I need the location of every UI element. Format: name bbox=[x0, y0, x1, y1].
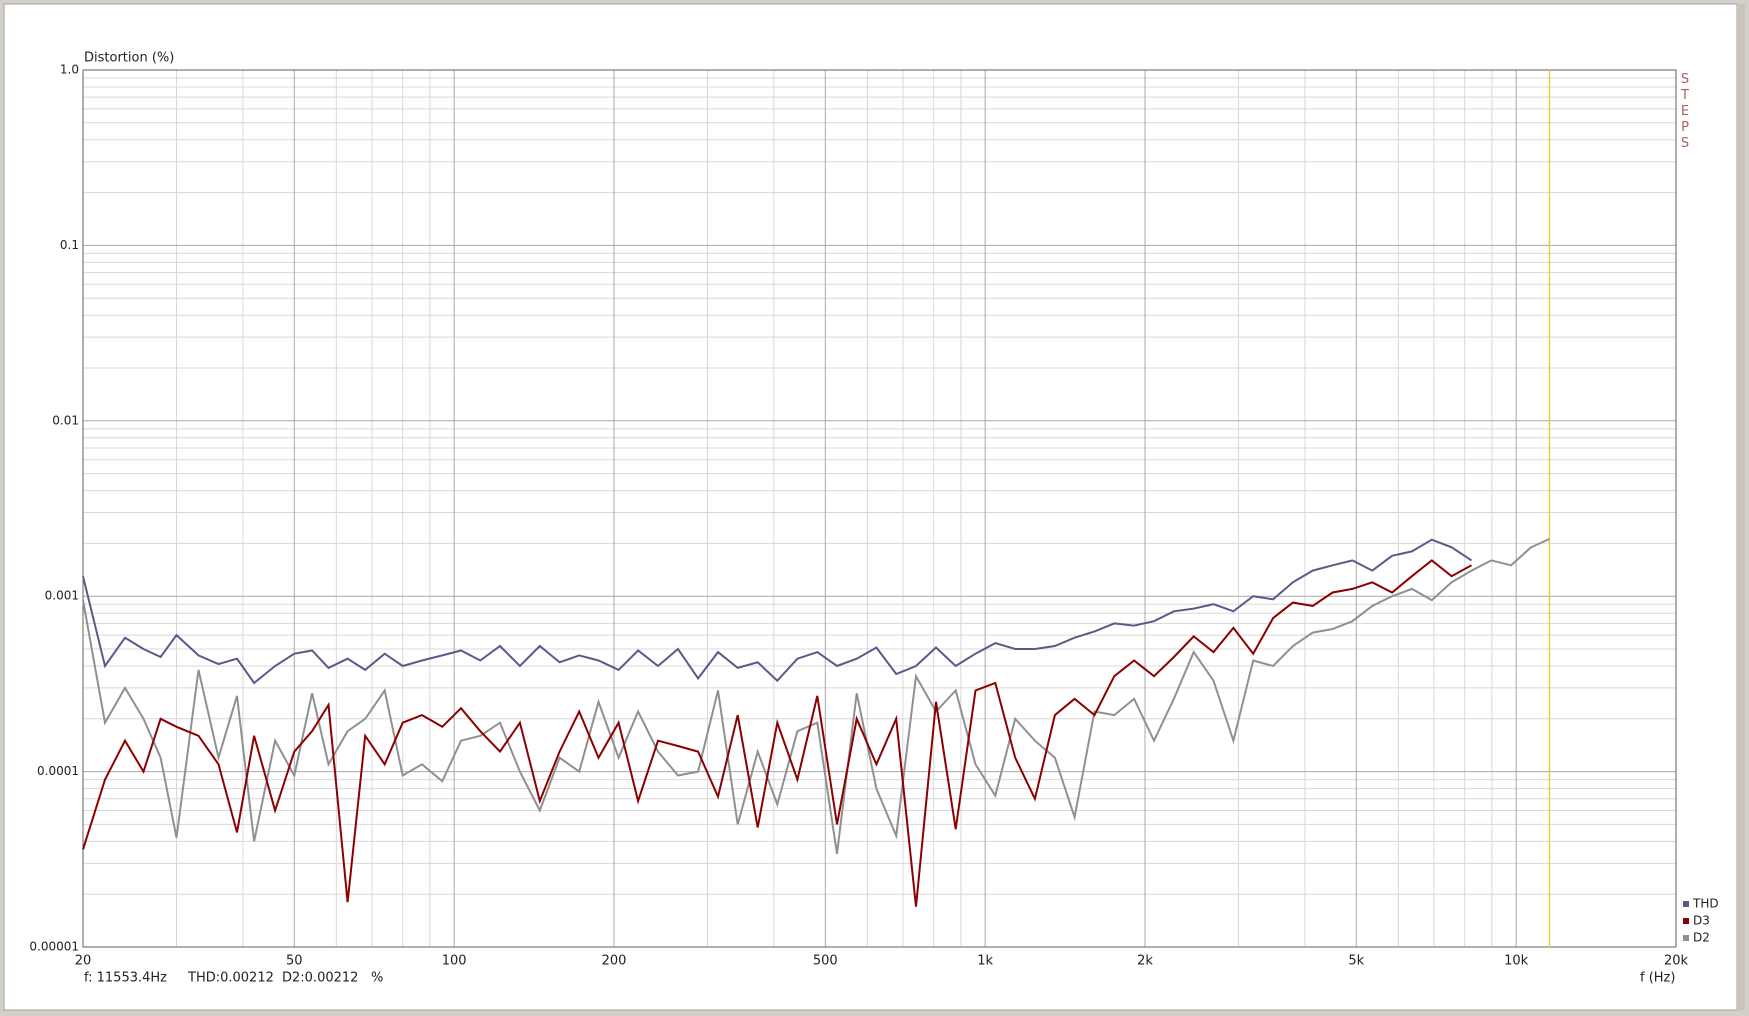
window-edge bbox=[1737, 4, 1745, 1010]
status-thd: THD:0.00212 bbox=[187, 971, 274, 986]
plot-frame bbox=[82, 69, 1677, 948]
y-tick-label: 0.01 bbox=[52, 413, 79, 427]
legend-swatch bbox=[1683, 901, 1689, 907]
x-tick-label: 50 bbox=[286, 954, 303, 969]
legend-label: D2 bbox=[1693, 931, 1710, 945]
x-tick-label: 10k bbox=[1504, 954, 1529, 969]
series-line bbox=[82, 538, 1473, 685]
y-tick-label: 0.1 bbox=[60, 238, 79, 252]
legend-label: D3 bbox=[1693, 914, 1710, 928]
legend-swatch bbox=[1683, 918, 1689, 924]
y-tick-label: 1.0 bbox=[60, 63, 79, 77]
status-d2: D2:0.00212 bbox=[282, 971, 358, 986]
y-axis-title: Distortion (%) bbox=[84, 51, 174, 66]
x-tick-label: 5k bbox=[1348, 954, 1364, 969]
x-tick-label: 20 bbox=[75, 954, 92, 969]
window-panel bbox=[3, 3, 1738, 1011]
series-line bbox=[82, 538, 1550, 854]
legend-swatch bbox=[1683, 935, 1689, 941]
x-tick-label: 500 bbox=[813, 954, 838, 969]
x-tick-label: 20k bbox=[1664, 954, 1689, 969]
x-tick-label: 2k bbox=[1137, 954, 1153, 969]
status-unit: % bbox=[371, 971, 383, 986]
x-tick-label: 200 bbox=[602, 954, 627, 969]
y-tick-label: 0.0001 bbox=[37, 764, 79, 778]
legend-label: THD bbox=[1692, 897, 1719, 911]
status-freq: f: 11553.4Hz bbox=[84, 971, 167, 986]
y-tick-label: 0.00001 bbox=[29, 940, 79, 954]
x-tick-label: 100 bbox=[442, 954, 467, 969]
y-tick-label: 0.001 bbox=[45, 589, 79, 603]
side-label: STEPS bbox=[1678, 72, 1693, 152]
series-line bbox=[82, 559, 1472, 907]
x-tick-label: 1k bbox=[977, 954, 993, 969]
x-axis-title: f (Hz) bbox=[1640, 971, 1675, 986]
